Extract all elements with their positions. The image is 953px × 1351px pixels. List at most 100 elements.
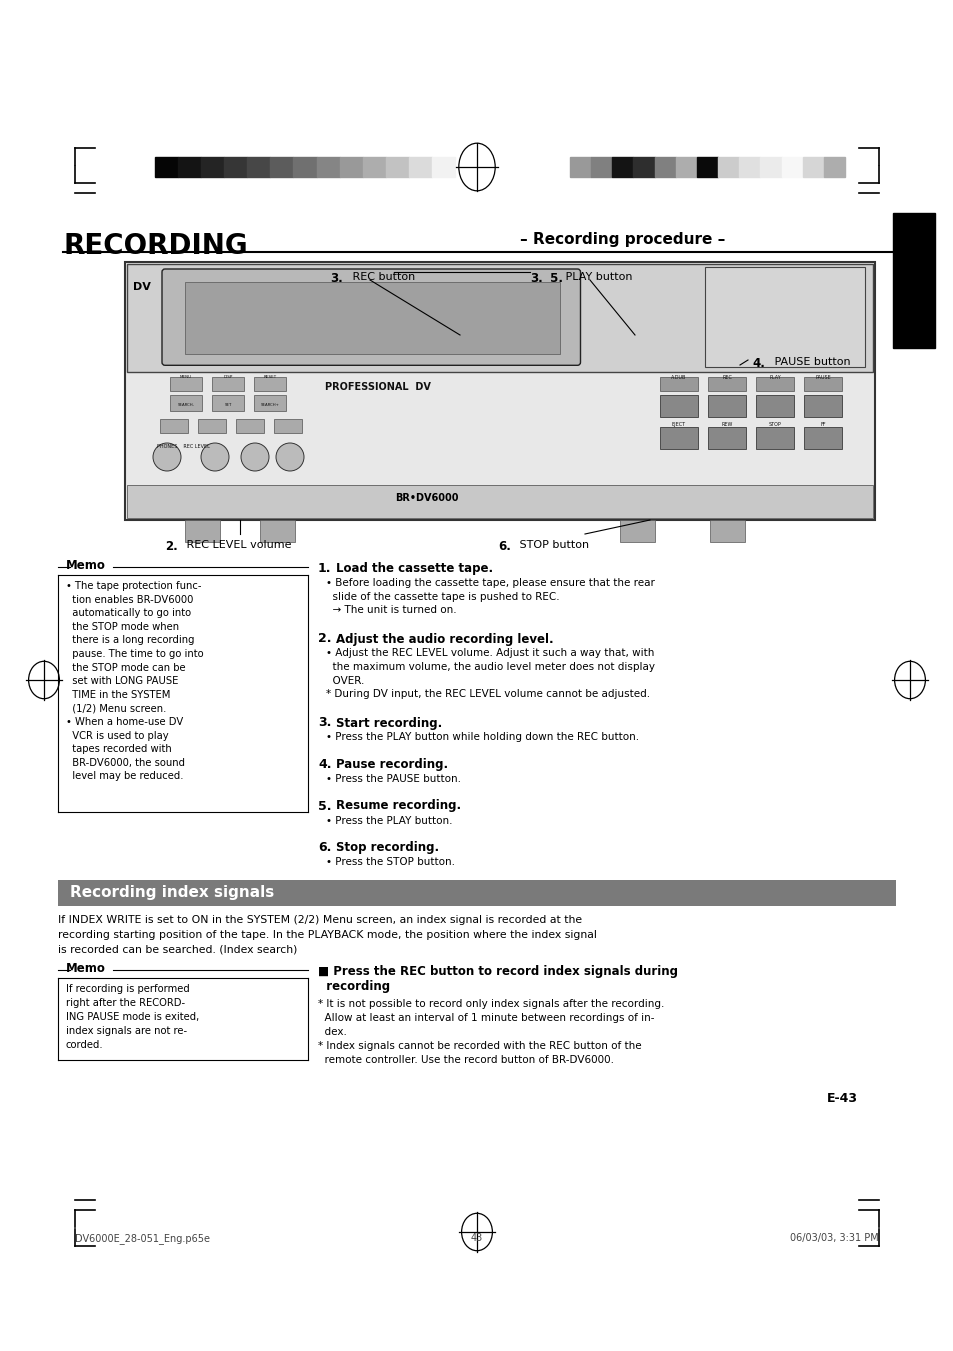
Text: Memo: Memo [66, 559, 106, 571]
Circle shape [201, 443, 229, 471]
Text: 5.: 5. [545, 272, 562, 285]
Bar [253, 377, 286, 390]
Bar [718, 157, 739, 177]
Text: recording: recording [317, 979, 390, 993]
Text: Resume recording.: Resume recording. [335, 800, 460, 812]
Text: Memo: Memo [66, 962, 106, 975]
Text: A.DUB: A.DUB [671, 376, 686, 380]
Text: PAUSE button: PAUSE button [770, 357, 850, 367]
Bar [201, 157, 224, 177]
Bar [760, 157, 781, 177]
Bar [633, 157, 654, 177]
Bar [253, 394, 286, 411]
Text: PLAY: PLAY [768, 376, 781, 380]
Bar [707, 377, 745, 390]
FancyBboxPatch shape [162, 269, 579, 365]
Bar [755, 377, 793, 390]
Bar [247, 157, 270, 177]
Text: * Index signals cannot be recorded with the REC button of the: * Index signals cannot be recorded with … [317, 1042, 641, 1051]
Text: If INDEX WRITE is set to ON in the SYSTEM (2/2) Menu screen, an index signal is : If INDEX WRITE is set to ON in the SYSTE… [58, 915, 581, 925]
Text: E-43: E-43 [826, 1092, 857, 1105]
Text: • Before loading the cassette tape, please ensure that the rear: • Before loading the cassette tape, plea… [326, 578, 654, 588]
Text: SET: SET [224, 403, 232, 407]
Text: PHONES    REC LEVEL: PHONES REC LEVEL [157, 444, 210, 449]
Bar [409, 157, 432, 177]
Bar [654, 157, 675, 177]
Bar [659, 427, 698, 449]
Bar [198, 419, 226, 434]
Text: REC LEVEL volume: REC LEVEL volume [183, 540, 292, 550]
Bar [675, 157, 697, 177]
Bar [170, 394, 202, 411]
Bar [127, 485, 872, 517]
Text: the maximum volume, the audio level meter does not display: the maximum volume, the audio level mete… [326, 662, 655, 671]
Bar [185, 520, 220, 542]
Text: Load the cassette tape.: Load the cassette tape. [335, 562, 493, 576]
Text: • Press the PLAY button while holding down the REC button.: • Press the PLAY button while holding do… [326, 732, 639, 743]
Bar [781, 157, 801, 177]
Text: 2.: 2. [165, 540, 177, 553]
Text: • The tape protection func-
  tion enables BR-DV6000
  automatically to go into
: • The tape protection func- tion enables… [66, 581, 203, 781]
Circle shape [152, 443, 181, 471]
Bar [892, 213, 934, 349]
Text: RESET: RESET [263, 376, 276, 380]
Bar [803, 377, 841, 390]
Text: Start recording.: Start recording. [335, 716, 442, 730]
Text: EJECT: EJECT [671, 422, 685, 427]
Text: ■ Press the REC button to record index signals during: ■ Press the REC button to record index s… [317, 965, 678, 978]
Text: 1.: 1. [317, 562, 331, 576]
Text: OVER.: OVER. [326, 676, 364, 685]
Text: • Adjust the REC LEVEL volume. Adjust it such a way that, with: • Adjust the REC LEVEL volume. Adjust it… [326, 648, 654, 658]
Text: STOP: STOP [768, 422, 781, 427]
Text: 3.: 3. [530, 272, 542, 285]
Text: 4.: 4. [317, 758, 331, 771]
Bar [154, 157, 178, 177]
Text: SEARCH+: SEARCH+ [260, 403, 279, 407]
Text: SEARCH-: SEARCH- [177, 403, 194, 407]
Text: DV6000E_28-051_Eng.p65e: DV6000E_28-051_Eng.p65e [75, 1233, 210, 1244]
Text: STOP button: STOP button [516, 540, 589, 550]
Text: REC button: REC button [349, 272, 415, 282]
Bar [755, 394, 793, 417]
Bar [659, 377, 698, 390]
Bar [591, 157, 612, 177]
Text: Adjust the audio recording level.: Adjust the audio recording level. [335, 632, 553, 646]
Text: BR•DV6000: BR•DV6000 [395, 493, 458, 503]
Bar [755, 427, 793, 449]
Text: REC: REC [721, 376, 731, 380]
Bar [659, 394, 698, 417]
Text: Pause recording.: Pause recording. [335, 758, 448, 771]
Text: slide of the cassette tape is pushed to REC.: slide of the cassette tape is pushed to … [326, 592, 559, 601]
Bar [224, 157, 247, 177]
Text: • Press the PLAY button.: • Press the PLAY button. [326, 816, 452, 825]
Bar [385, 157, 409, 177]
Text: → The unit is turned on.: → The unit is turned on. [326, 605, 456, 615]
Bar [339, 157, 362, 177]
Text: * It is not possible to record only index signals after the recording.: * It is not possible to record only inde… [317, 998, 663, 1009]
Text: If recording is performed
right after the RECORD-
ING PAUSE mode is exited,
inde: If recording is performed right after th… [66, 984, 199, 1050]
Bar [739, 157, 760, 177]
Text: 3.: 3. [317, 716, 331, 730]
Bar [170, 377, 202, 390]
Text: 3.: 3. [330, 272, 342, 285]
Bar [704, 267, 864, 367]
Text: 43: 43 [471, 1233, 482, 1243]
Text: DISP: DISP [223, 376, 233, 380]
Bar [803, 427, 841, 449]
Text: FF: FF [820, 422, 825, 427]
Text: – Recording procedure –: – Recording procedure – [519, 232, 724, 247]
Text: 06/03/03, 3:31 PM: 06/03/03, 3:31 PM [789, 1233, 878, 1243]
Text: 5.: 5. [317, 800, 331, 812]
Text: Recording index signals: Recording index signals [70, 885, 274, 900]
Text: 6.: 6. [317, 842, 331, 854]
Bar [260, 520, 294, 542]
Text: REW: REW [720, 422, 732, 427]
Text: • Press the PAUSE button.: • Press the PAUSE button. [326, 774, 460, 784]
Text: remote controller. Use the record button of BR-DV6000.: remote controller. Use the record button… [317, 1055, 614, 1065]
Bar [612, 157, 633, 177]
Text: 2.: 2. [317, 632, 331, 646]
Circle shape [275, 443, 304, 471]
Bar [697, 157, 718, 177]
Bar [362, 157, 385, 177]
Bar [569, 157, 591, 177]
